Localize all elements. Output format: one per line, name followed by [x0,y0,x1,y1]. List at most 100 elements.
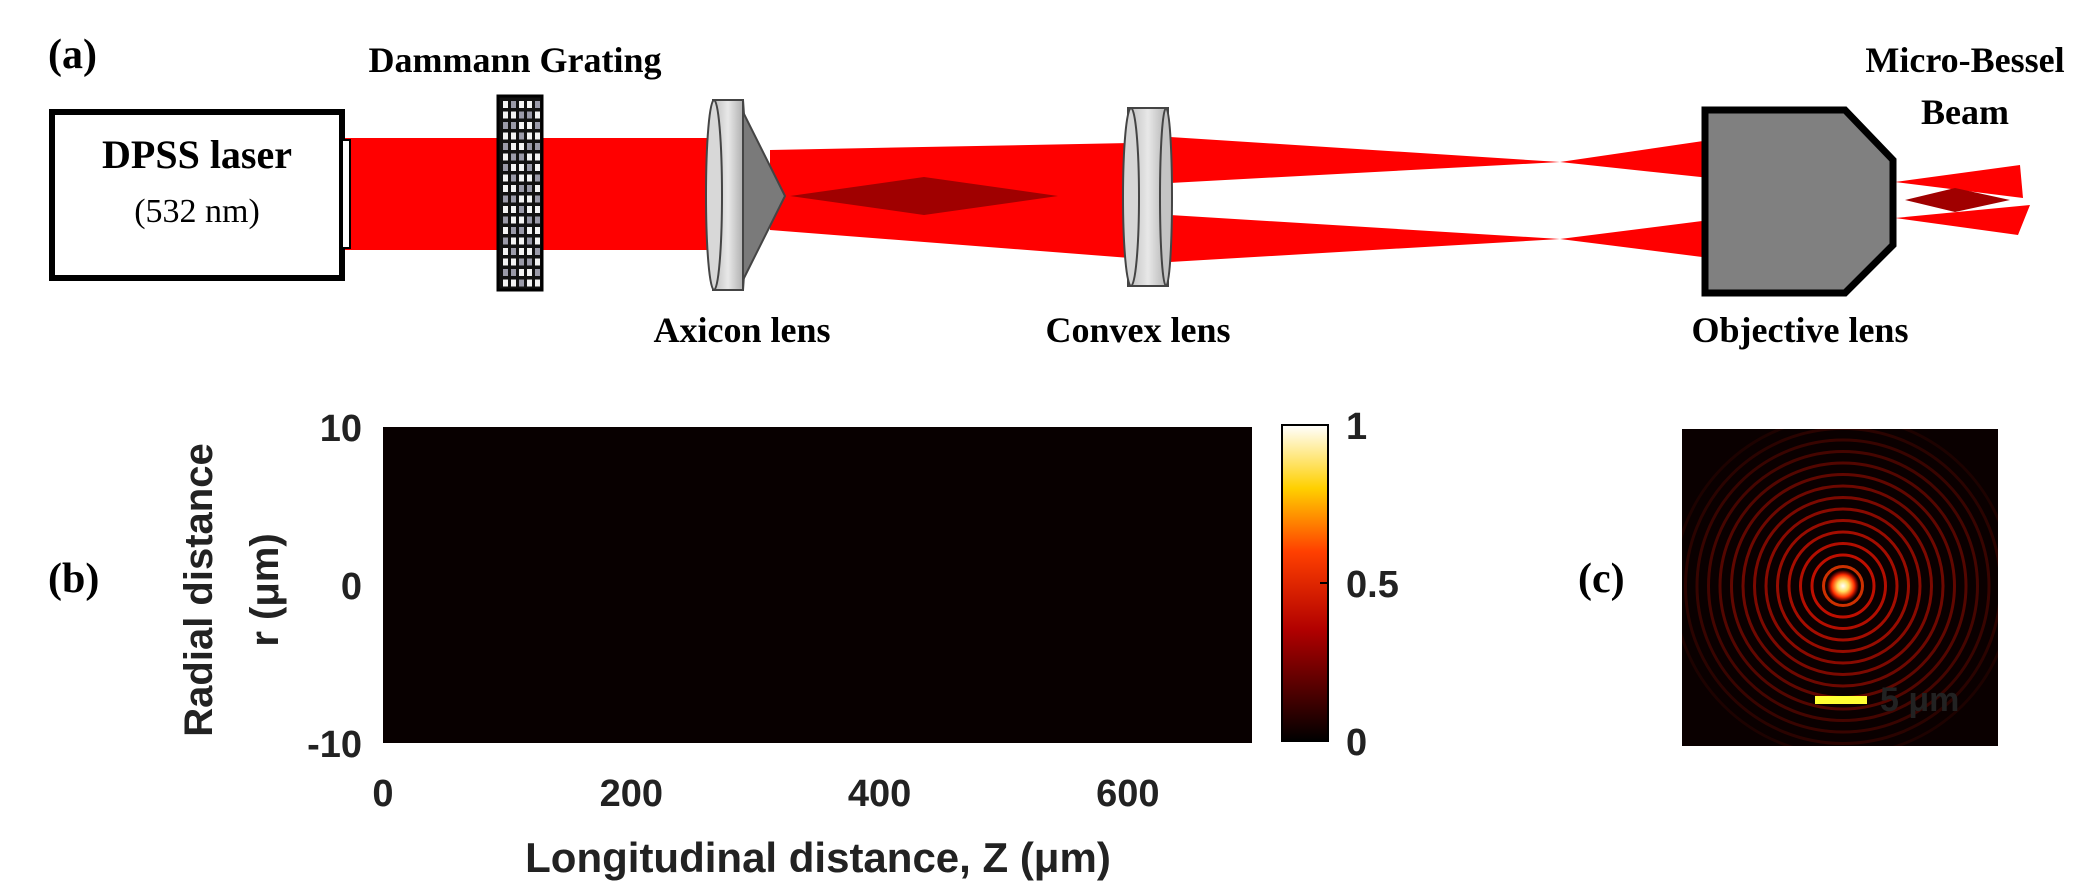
y-tick-label: -10 [307,724,362,766]
x-tick-label: 200 [600,773,663,815]
objective-label: Objective lens [1692,310,1909,350]
bessel-ring [1764,507,1922,665]
dpss-laser: DPSS laser (532 nm) [49,109,351,281]
grating-cell [503,153,508,161]
grating-cell [527,101,532,108]
grating-cell [527,143,532,150]
grating-cell [535,269,540,276]
panel-b: (b) Radial distance r (μm) 100-10 0 200 40… [48,406,1399,881]
bessel-ring [1799,542,1887,630]
colorbar-tick-label: 0 [1346,722,1367,764]
colorbar-tick-label: 0.5 [1346,564,1399,606]
grating-cell [527,206,532,213]
grating-cell [535,132,540,140]
grating-cell [535,195,540,203]
grating-cell [511,111,516,119]
grating-cell [503,279,508,287]
panel-c-tag: (c) [1578,556,1625,602]
grating-cell [503,122,508,129]
convex-face-right [1159,107,1173,287]
grating-cell [511,216,516,224]
grating-cell [519,216,524,224]
grating-cell [519,237,524,245]
grating-cell [527,132,532,140]
convex-label: Convex lens [1045,310,1230,350]
grating-cell [511,279,516,287]
grating-cell [535,248,540,255]
grating-cell [503,195,508,203]
bessel-ring [1776,519,1910,653]
grating-cell [519,174,524,182]
grating-cell [511,195,516,203]
grating-cell [519,101,524,108]
y-ticks: 10 0 -10 [307,408,362,766]
grating-cell [519,195,524,203]
grating-cell [519,258,524,266]
grating-cell [503,164,508,171]
bessel-ring [1810,553,1876,619]
grating-cell [503,237,508,245]
grating-cell [535,237,540,245]
grating-cell [503,216,508,224]
grating-cell [527,111,532,119]
grating-cell [527,279,532,287]
heatmap-marks [407,471,1178,699]
objective-body [1701,106,1897,297]
grating-cell [535,206,540,213]
beam-lower-diverge [1560,220,1710,258]
y-axis-label-line1: Radial distance [177,443,221,736]
grating-cell [511,237,516,245]
grating-cell [511,143,516,150]
grating-cell [511,132,516,140]
dammann-grating: Dammann Grating [368,40,662,292]
grating-cell [519,248,524,255]
bessel-ring [1753,496,1933,676]
grating-cell [503,185,508,192]
beam-upper-diverge [1560,140,1710,178]
grating-cell [503,111,508,119]
grating-cell [535,111,540,119]
grating-cell [511,164,516,171]
y-axis-label-line2: r (μm) [243,533,287,646]
bessel-label-line2: Beam [1921,92,2009,132]
beam-upper-converge [1170,137,1560,183]
grating-cell [511,206,516,213]
grating-cell [519,269,524,276]
bessel-ring [1718,461,1968,711]
grating-cell [527,227,532,234]
scale-bar [1815,696,1867,704]
panel-a-tag: (a) [48,32,97,78]
bessel-ring [1707,450,1979,722]
beam-lower-converge [1170,215,1560,262]
panel-c: (c) 5 μm [1578,429,1998,746]
grating-pattern [503,101,540,287]
grating-cell [527,174,532,182]
grating-cell [527,185,532,192]
grating-cell [527,122,532,129]
grating-cell [519,143,524,150]
bessel-ring [1741,484,1945,688]
grating-cell [519,122,524,129]
panel-b-tag: (b) [48,556,99,602]
grating-cell [503,143,508,150]
beam-overlap [790,177,1058,215]
grating-cell [527,195,532,203]
axicon-lens: Axicon lens [653,99,831,350]
grating-cell [503,101,508,108]
grating-cell [519,132,524,140]
axicon-cone [742,111,787,281]
colorbar-tick-label: 1 [1346,406,1367,448]
x-tick-label: 400 [848,773,911,815]
bessel-center-spot [1827,570,1859,602]
y-tick-label: 10 [320,408,362,450]
grating-cell [535,227,540,234]
grating-cell [519,111,524,119]
grating-cell [511,258,516,266]
grating-cell [511,101,516,108]
scale-bar-label: 5 μm [1880,681,1959,719]
grating-cell [503,258,508,266]
grating-cell [535,122,540,129]
grating-cell [527,153,532,161]
colorbar-ticks: 10.50 [1320,406,1399,764]
grating-cell [527,237,532,245]
